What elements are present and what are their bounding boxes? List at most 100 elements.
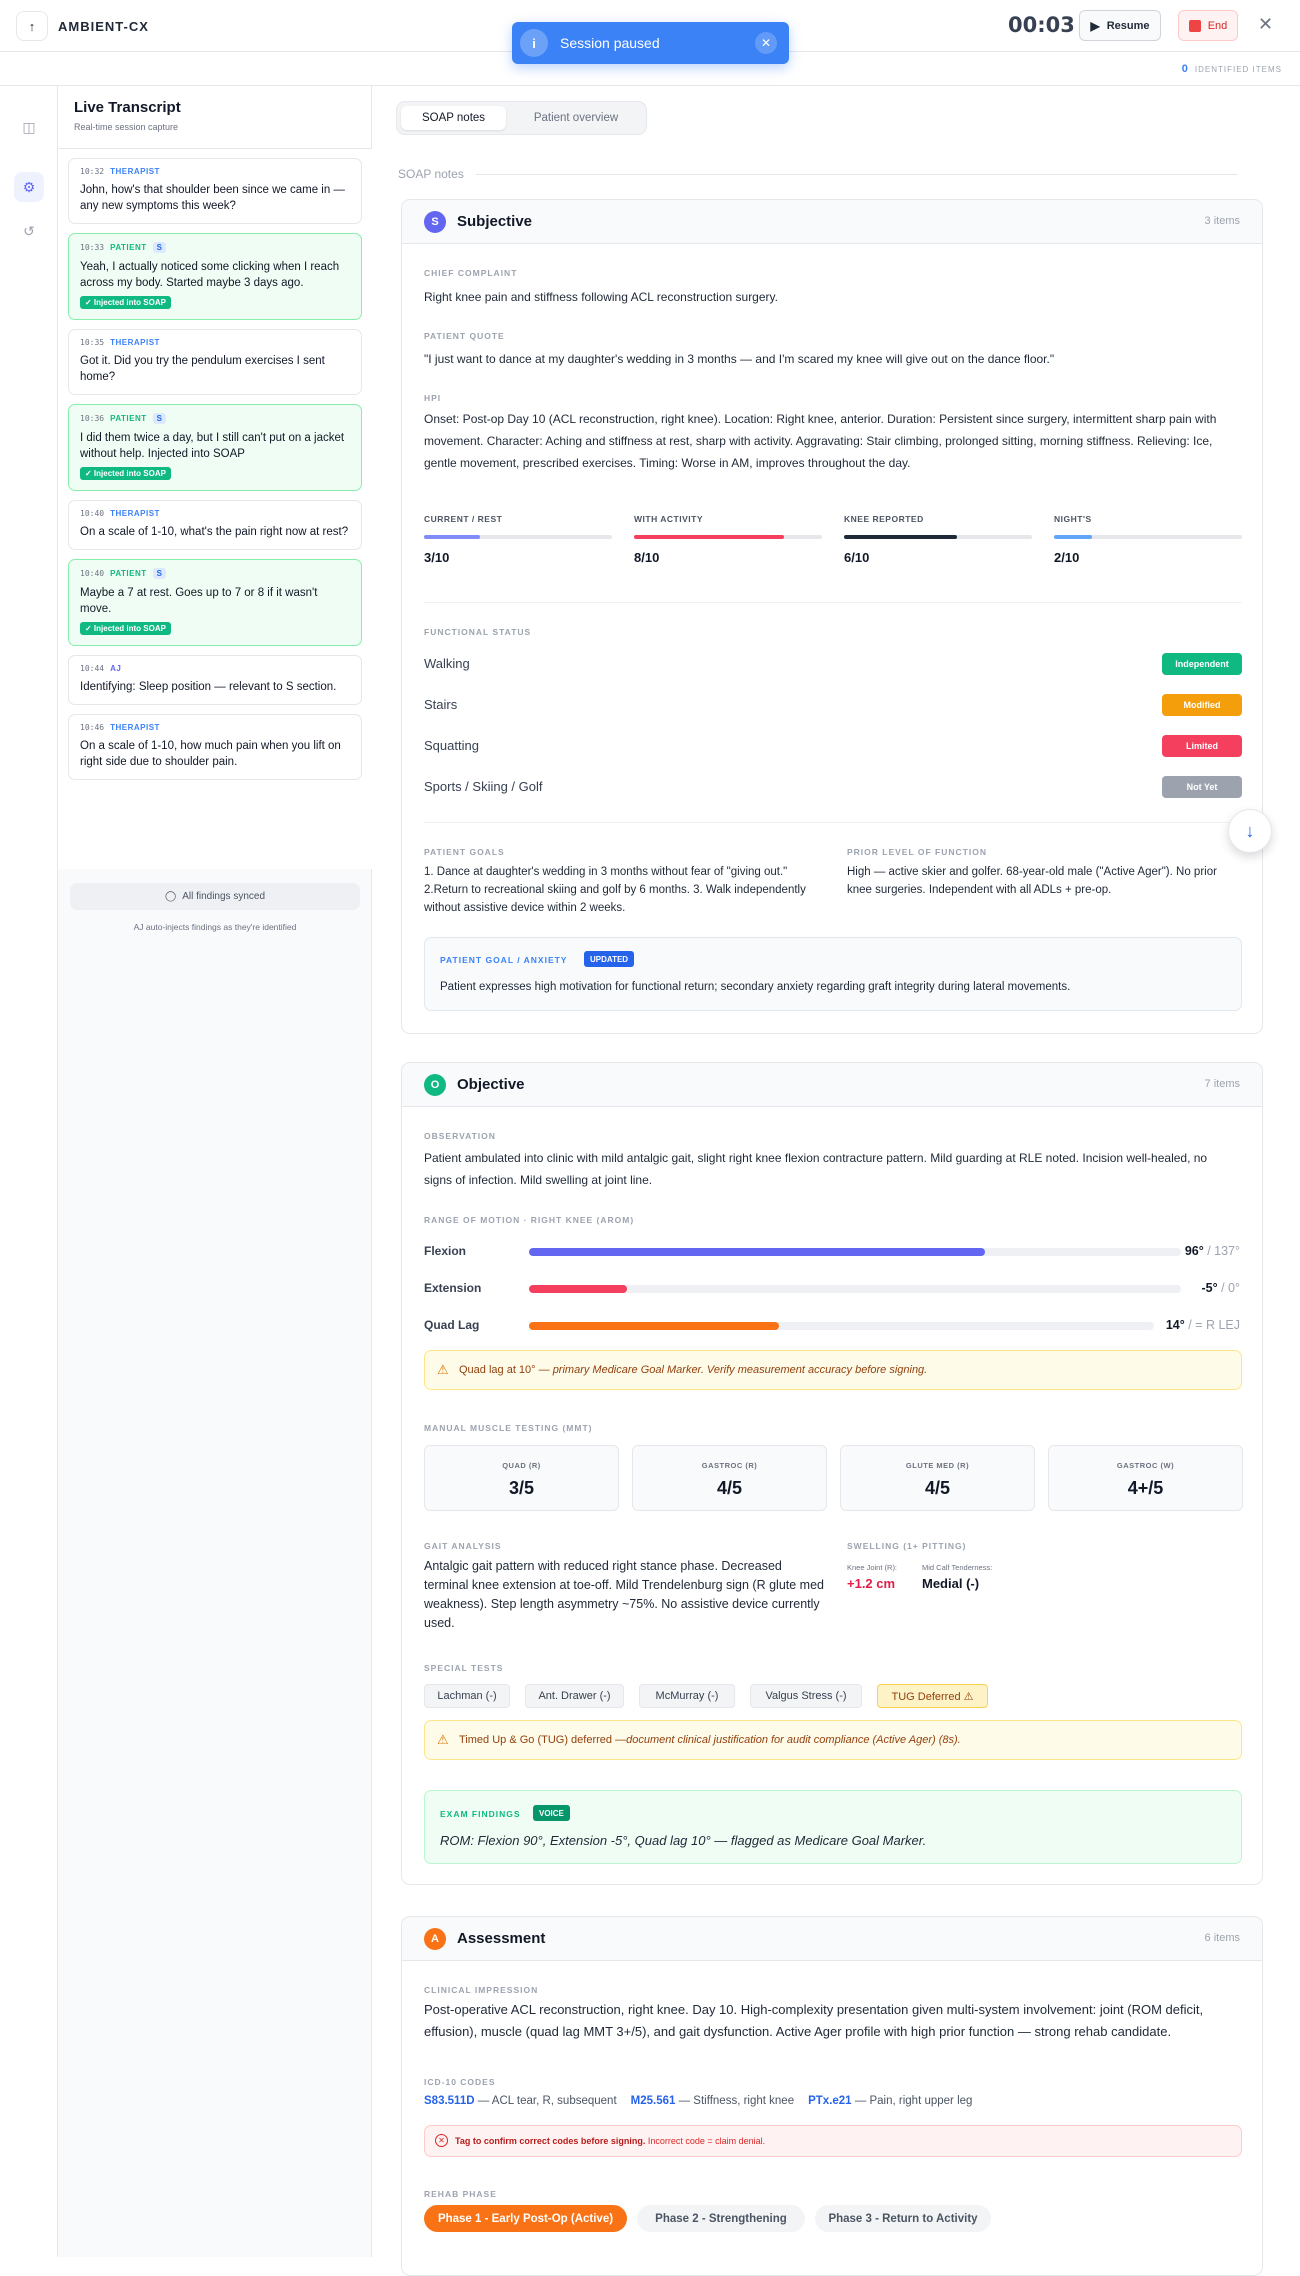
transcript-panel: Live Transcript Real-time session captur… bbox=[58, 86, 372, 2257]
rom-measured: 96° bbox=[1184, 1244, 1204, 1258]
objective-title: Objective bbox=[457, 1076, 525, 1093]
injected-badge: ✓ Injected into SOAP bbox=[80, 622, 171, 635]
functional-row: Sports / Skiing / Golf Not Yet bbox=[424, 776, 1242, 798]
section-tag: S bbox=[152, 413, 166, 424]
transcript-message[interactable]: 10:33 PATIENT S Yeah, I actually noticed so… bbox=[68, 233, 362, 320]
icd-code[interactable]: PTx.e21 — Pain, right upper leg bbox=[808, 2095, 972, 2107]
transcript-message[interactable]: 10:40 THERAPIST On a scale of 1-10, what's… bbox=[68, 500, 362, 550]
resume-button[interactable]: ▶ Resume bbox=[1079, 10, 1161, 41]
message-text: Got it. Did you try the pendulum exercis… bbox=[80, 355, 325, 383]
special-test-chip[interactable]: Ant. Drawer (-) bbox=[525, 1684, 624, 1708]
assessment-badge: A bbox=[424, 1928, 446, 1950]
message-meta: 10:36 PATIENT S bbox=[80, 413, 350, 424]
icd-code-value[interactable]: M25.561 bbox=[630, 2095, 676, 2107]
exam-findings-text: ROM: Flexion 90°, Extension -5°, Quad la… bbox=[440, 1833, 927, 1848]
functional-status-label: FUNCTIONAL STATUS bbox=[424, 627, 532, 637]
transcript-message[interactable]: 10:36 PATIENT S I did them twice a day, but… bbox=[68, 404, 362, 491]
close-icon[interactable]: ✕ bbox=[1258, 14, 1274, 34]
special-test-chip[interactable]: Valgus Stress (-) bbox=[750, 1684, 862, 1708]
section-label: SOAP notes bbox=[398, 167, 464, 181]
transcript-message[interactable]: 10:32 THERAPIST John, how's that shoulder … bbox=[68, 158, 362, 224]
observation-label: OBSERVATION bbox=[424, 1131, 496, 1141]
mmt-grid: QUAD (R) 3/5 GASTROC (R) 4/5 GLUTE MED (R) 4/… bbox=[424, 1445, 1243, 1511]
transcript-message[interactable]: 10:46 THERAPIST On a scale of 1-10, how mu… bbox=[68, 714, 362, 780]
patient-quote-label: PATIENT QUOTE bbox=[424, 331, 505, 341]
identified-items-bar: 0 IDENTIFIED ITEMS bbox=[0, 52, 1300, 86]
message-speaker: THERAPIST bbox=[110, 509, 160, 518]
transcript-message[interactable]: 10:35 THERAPIST Got it. Did you try the pe… bbox=[68, 329, 362, 395]
message-time: 10:33 bbox=[80, 243, 105, 252]
sidebar-toggle-icon[interactable]: ◫ bbox=[22, 118, 36, 135]
toast-close-icon[interactable]: ✕ bbox=[755, 32, 777, 54]
prior-function: High — active skier and golfer. 68-year-… bbox=[847, 866, 1217, 896]
functional-row: Walking Independent bbox=[424, 653, 1242, 675]
transcript-header: Live Transcript Real-time session captur… bbox=[58, 86, 371, 149]
mmt-value: 4/5 bbox=[716, 1478, 743, 1498]
message-speaker: PATIENT bbox=[110, 414, 147, 423]
functional-status-badge: Independent bbox=[1162, 653, 1242, 675]
objective-header[interactable]: O Objective 7 items bbox=[402, 1063, 1262, 1107]
message-text: Identifying: Sleep position — relevant t… bbox=[80, 681, 337, 693]
message-text: Maybe a 7 at rest. Goes up to 7 or 8 if … bbox=[80, 587, 318, 615]
special-test-chip[interactable]: Lachman (-) bbox=[424, 1684, 510, 1708]
divider bbox=[424, 822, 1242, 823]
gait-label: GAIT ANALYSIS bbox=[424, 1541, 502, 1551]
rom-measured: 14° bbox=[1165, 1318, 1185, 1332]
transcript-title: Live Transcript bbox=[74, 99, 181, 116]
rom-value: -5° / 0° bbox=[1202, 1281, 1241, 1295]
resume-label: Resume bbox=[1106, 19, 1150, 32]
message-meta: 10:33 PATIENT S bbox=[80, 242, 350, 253]
anxiety-text: Patient expresses high motivation for fu… bbox=[440, 981, 1071, 993]
icd-code[interactable]: M25.561 — Stiffness, right knee bbox=[631, 2095, 794, 2107]
logo-icon[interactable]: ↑ bbox=[16, 11, 48, 41]
rom-warning: ⚠ Quad lag at 10° — primary Medicare Goa… bbox=[424, 1350, 1242, 1390]
message-time: 10:32 bbox=[80, 167, 105, 176]
assessment-header[interactable]: A Assessment 6 items bbox=[402, 1917, 1262, 1961]
message-speaker: THERAPIST bbox=[110, 167, 160, 176]
icd-code-value[interactable]: S83.511D bbox=[424, 2095, 475, 2107]
pain-metric-bar bbox=[634, 535, 822, 539]
message-meta: 10:35 THERAPIST bbox=[80, 338, 350, 347]
stop-icon bbox=[1188, 19, 1201, 32]
message-meta: 10:32 THERAPIST bbox=[80, 167, 350, 176]
rehab-phase-pill[interactable]: Phase 1 - Early Post-Op (Active) bbox=[424, 2205, 627, 2232]
mmt-value: 4/5 bbox=[924, 1478, 951, 1498]
pain-metric-fill bbox=[634, 535, 785, 539]
tab-patient-overview[interactable]: Patient overview bbox=[533, 112, 619, 124]
rehab-phase-pill[interactable]: Phase 3 - Return to Activity bbox=[815, 2205, 991, 2232]
icd-code-value[interactable]: PTx.e21 bbox=[808, 2095, 852, 2107]
objective-count: 7 items bbox=[1204, 1078, 1240, 1090]
mmt-label: MANUAL MUSCLE TESTING (MMT) bbox=[424, 1423, 593, 1433]
transcript-subtitle: Real-time session capture bbox=[74, 122, 179, 132]
rom-warning-text: Quad lag at 10° — primary Medicare Goal … bbox=[459, 1364, 928, 1376]
message-speaker: PATIENT bbox=[110, 243, 147, 252]
scroll-down-button[interactable]: ↓ bbox=[1228, 809, 1272, 853]
rom-bar bbox=[529, 1322, 1154, 1330]
rom-reference: / 0° bbox=[1217, 1281, 1240, 1295]
rom-bar-fill bbox=[529, 1248, 986, 1256]
subjective-header[interactable]: S Subjective 3 items bbox=[402, 200, 1262, 244]
rehab-phase-pill[interactable]: Phase 2 - Strengthening bbox=[637, 2205, 805, 2232]
message-time: 10:35 bbox=[80, 338, 105, 347]
history-icon[interactable]: ↺ bbox=[23, 222, 35, 239]
transcript-message[interactable]: 10:40 PATIENT S Maybe a 7 at rest. Goes up … bbox=[68, 559, 362, 646]
clinical-impression: Post-operative ACL reconstruction, right… bbox=[424, 2002, 1204, 2039]
icd-code[interactable]: S83.511D — ACL tear, R, subsequent bbox=[424, 2095, 617, 2107]
synced-label: All findings synced bbox=[182, 891, 266, 902]
special-test-chip[interactable]: McMurray (-) bbox=[639, 1684, 735, 1708]
anxiety-note: PATIENT GOAL / ANXIETY UPDATED Patient e… bbox=[424, 937, 1242, 1011]
end-label: End bbox=[1207, 19, 1228, 32]
mmt-label: QUAD (R) bbox=[502, 1461, 541, 1470]
message-speaker: AJ bbox=[110, 664, 122, 673]
assistant-bot-icon[interactable]: ⚙ bbox=[14, 172, 44, 202]
rom-name: Quad Lag bbox=[424, 1318, 480, 1332]
icd-warning-text: Tag to confirm correct codes before sign… bbox=[455, 2136, 766, 2146]
tug-deferred-chip[interactable]: TUG Deferred ⚠ bbox=[877, 1684, 988, 1708]
tab-soap-notes[interactable]: SOAP notes bbox=[401, 106, 506, 130]
transcript-message[interactable]: 10:44 AJ Identifying: Sleep position — rel… bbox=[68, 655, 362, 705]
patient-goals: 1. Dance at daughter's wedding in 3 mont… bbox=[424, 866, 806, 914]
end-button[interactable]: End bbox=[1178, 10, 1238, 41]
all-findings-synced-button[interactable]: ◯ All findings synced bbox=[70, 883, 360, 910]
transcript-list[interactable]: 10:32 THERAPIST John, how's that shoulder … bbox=[58, 149, 372, 869]
divider bbox=[424, 602, 1242, 603]
